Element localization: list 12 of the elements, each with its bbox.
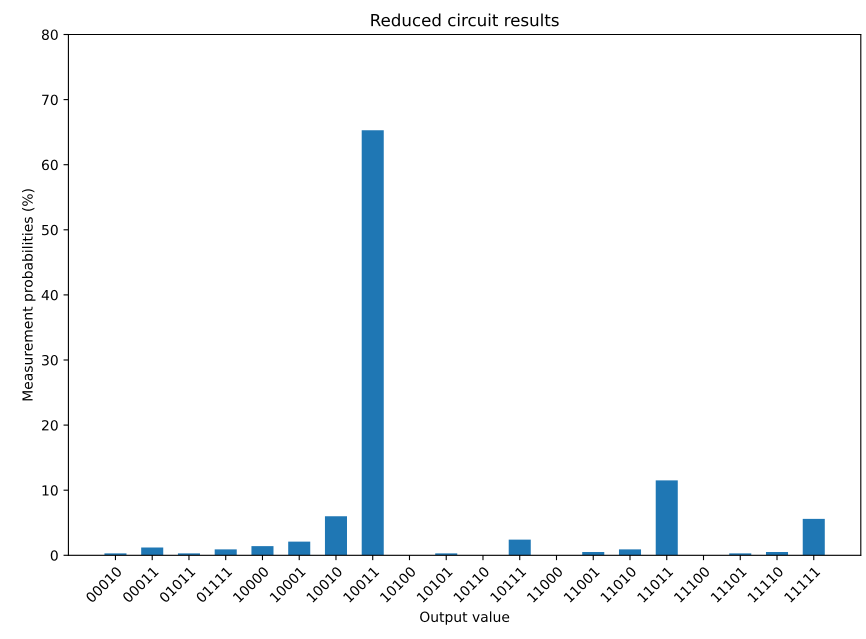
y-tick-label: 40 — [42, 290, 58, 300]
y-tick-label: 80 — [42, 29, 58, 40]
y-tick-label: 10 — [42, 485, 58, 496]
x-axis-title: Output value — [420, 611, 510, 625]
y-tick-label: 70 — [42, 94, 58, 106]
y-tick-label: 50 — [42, 224, 58, 236]
y-tick-label: 30 — [42, 354, 58, 366]
y-tick-label: 20 — [42, 420, 58, 431]
y-axis-title: Measurement probabilities (%) — [22, 189, 36, 400]
chart-title: Reduced circuit results — [371, 14, 559, 26]
y-tick-label: 0 — [50, 550, 58, 561]
y-tick-label: 60 — [42, 160, 58, 170]
